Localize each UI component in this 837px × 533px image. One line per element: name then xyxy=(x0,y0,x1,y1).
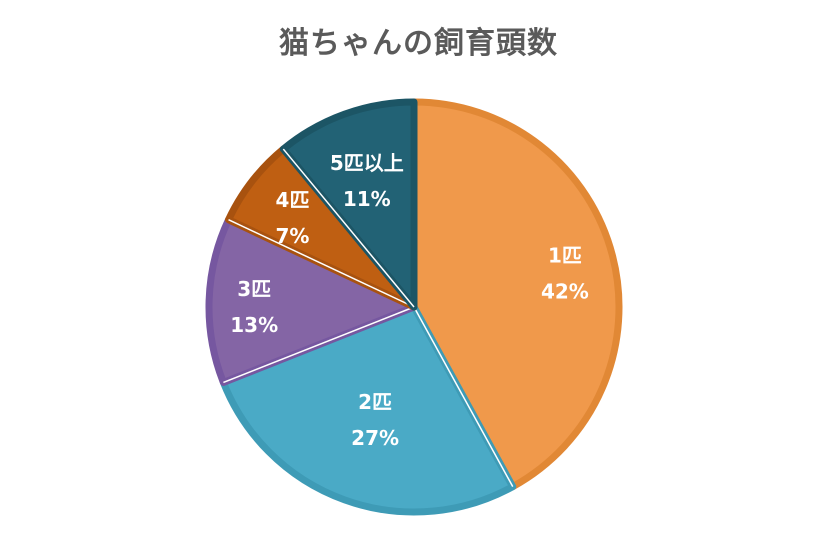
pie-slice-1 xyxy=(410,98,623,491)
slice-category-label: 5匹以上 xyxy=(330,151,404,175)
slice-category-label: 2匹 xyxy=(358,390,392,414)
pie-slices xyxy=(205,98,623,516)
slice-value-label: 42% xyxy=(541,279,589,303)
pie-labels: 1匹 42% 2匹 27% 3匹 13% 4匹 7% 5匹以上 11% xyxy=(230,151,589,450)
chart-title: 猫ちゃんの飼育頭数 xyxy=(279,26,558,61)
slice-value-label: 11% xyxy=(343,187,391,211)
slice-separator xyxy=(228,219,415,308)
slice-value-label: 27% xyxy=(351,426,399,450)
slice-separator xyxy=(413,306,514,488)
pie-slice-2 xyxy=(219,303,517,516)
slice-value-label: 13% xyxy=(230,313,278,337)
slice-category-label: 1匹 xyxy=(548,243,582,267)
slice-separator xyxy=(282,148,415,308)
slice-value-label: 7% xyxy=(276,224,310,248)
slice-category-label: 3匹 xyxy=(237,277,271,301)
slice-category-label: 4匹 xyxy=(276,188,310,212)
pie-slice-5 xyxy=(279,98,418,311)
pie-slice-3 xyxy=(205,216,418,386)
slice-separator xyxy=(223,306,415,384)
